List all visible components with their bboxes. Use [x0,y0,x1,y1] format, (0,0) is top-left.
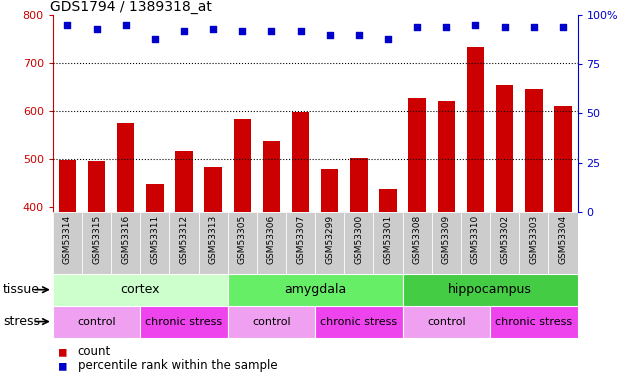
Bar [490,212,519,274]
Text: percentile rank within the sample: percentile rank within the sample [78,359,277,372]
Text: control: control [252,316,291,327]
Text: control: control [77,316,116,327]
Bar [402,306,490,338]
Bar [402,274,578,306]
Point [442,24,451,30]
Text: GSM53315: GSM53315 [92,215,101,264]
Text: GSM53308: GSM53308 [413,215,422,264]
Bar [344,212,373,274]
Text: GSM53309: GSM53309 [442,215,451,264]
Point [208,26,218,32]
Bar [228,212,257,274]
Text: GSM53316: GSM53316 [121,215,130,264]
Bar [233,119,251,375]
Text: stress: stress [3,315,40,328]
Bar [111,212,140,274]
Bar [257,212,286,274]
Point [120,22,130,28]
Text: GSM53302: GSM53302 [500,215,509,264]
Bar [438,101,455,375]
Bar [146,183,163,375]
Text: chronic stress: chronic stress [145,316,222,327]
Text: tissue: tissue [3,284,40,296]
Point [325,32,335,38]
Bar [228,306,315,338]
Text: chronic stress: chronic stress [495,316,573,327]
Bar [88,161,106,375]
Bar [315,306,402,338]
Bar [519,212,548,274]
Text: GSM53313: GSM53313 [209,215,217,264]
Point [500,24,510,30]
Text: GSM53311: GSM53311 [150,215,160,264]
Point [237,28,247,34]
Bar [548,212,578,274]
Text: GSM53304: GSM53304 [558,215,568,264]
Bar [315,212,344,274]
Bar [170,212,199,274]
Text: GSM53300: GSM53300 [355,215,363,264]
Bar [321,169,338,375]
Bar [117,123,134,375]
Point [383,36,393,42]
Bar [140,306,228,338]
Bar [82,212,111,274]
Point [354,32,364,38]
Text: GSM53307: GSM53307 [296,215,305,264]
Point [529,24,539,30]
Bar [350,158,368,375]
Text: hippocampus: hippocampus [448,283,532,296]
Bar [461,212,490,274]
Text: GSM53303: GSM53303 [529,215,538,264]
Text: control: control [427,316,466,327]
Bar [263,141,280,375]
Text: GSM53312: GSM53312 [179,215,188,264]
Text: GSM53299: GSM53299 [325,215,334,264]
Text: cortex: cortex [120,283,160,296]
Bar [402,212,432,274]
Point [558,24,568,30]
Point [266,28,276,34]
Text: GSM53305: GSM53305 [238,215,247,264]
Point [179,28,189,34]
Bar [490,306,578,338]
Bar [140,212,170,274]
Text: amygdala: amygdala [284,283,347,296]
Bar [292,112,309,375]
Bar [554,106,572,375]
Bar [175,151,193,375]
Bar [228,274,402,306]
Bar [53,306,140,338]
Bar [379,189,397,375]
Bar [199,212,228,274]
Point [412,24,422,30]
Point [471,22,481,28]
Bar [409,98,426,375]
Text: ■: ■ [59,345,66,358]
Bar [286,212,315,274]
Text: chronic stress: chronic stress [320,316,397,327]
Text: count: count [78,345,111,358]
Point [62,22,72,28]
Bar [432,212,461,274]
Text: GSM53306: GSM53306 [267,215,276,264]
Text: GSM53310: GSM53310 [471,215,480,264]
Bar [58,160,76,375]
Text: ■: ■ [59,359,66,372]
Bar [53,212,82,274]
Text: GDS1794 / 1389318_at: GDS1794 / 1389318_at [50,0,212,14]
Bar [204,167,222,375]
Point [150,36,160,42]
Bar [525,89,543,375]
Point [296,28,306,34]
Text: GSM53314: GSM53314 [63,215,72,264]
Text: GSM53301: GSM53301 [384,215,392,264]
Bar [373,212,402,274]
Point [91,26,101,32]
Bar [496,85,514,375]
Bar [53,274,228,306]
Bar [467,47,484,375]
